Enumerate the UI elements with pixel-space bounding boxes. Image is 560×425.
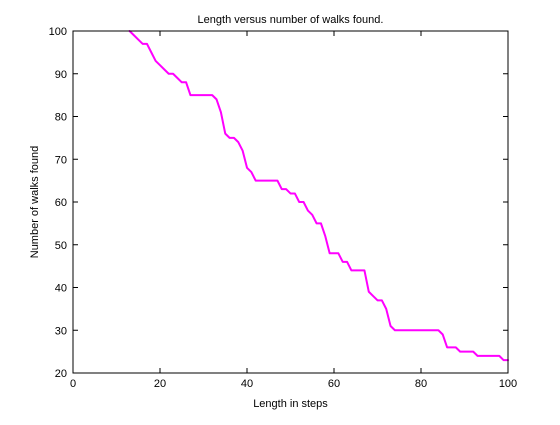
y-tick-label: 40 (55, 283, 67, 295)
x-tick-label: 0 (70, 378, 76, 390)
x-tick-label: 60 (328, 378, 340, 390)
x-tick-label: 40 (241, 378, 253, 390)
chart-title: Length versus number of walks found. (198, 14, 384, 26)
y-tick-label: 60 (55, 197, 67, 209)
x-tick-label: 100 (499, 378, 517, 390)
y-tick-label: 70 (55, 154, 67, 166)
y-tick-label: 100 (49, 26, 67, 38)
y-tick-label: 20 (55, 368, 67, 380)
x-tick-label: 20 (154, 378, 166, 390)
x-tick-label: 80 (415, 378, 427, 390)
y-tick-label: 80 (55, 112, 67, 124)
plot-area (73, 31, 508, 373)
y-tick-label: 50 (55, 240, 67, 252)
y-tick-label: 90 (55, 69, 67, 81)
y-tick-label: 30 (55, 325, 67, 337)
x-axis-label: Length in steps (253, 398, 328, 410)
y-axis-label: Number of walks found (29, 146, 41, 259)
